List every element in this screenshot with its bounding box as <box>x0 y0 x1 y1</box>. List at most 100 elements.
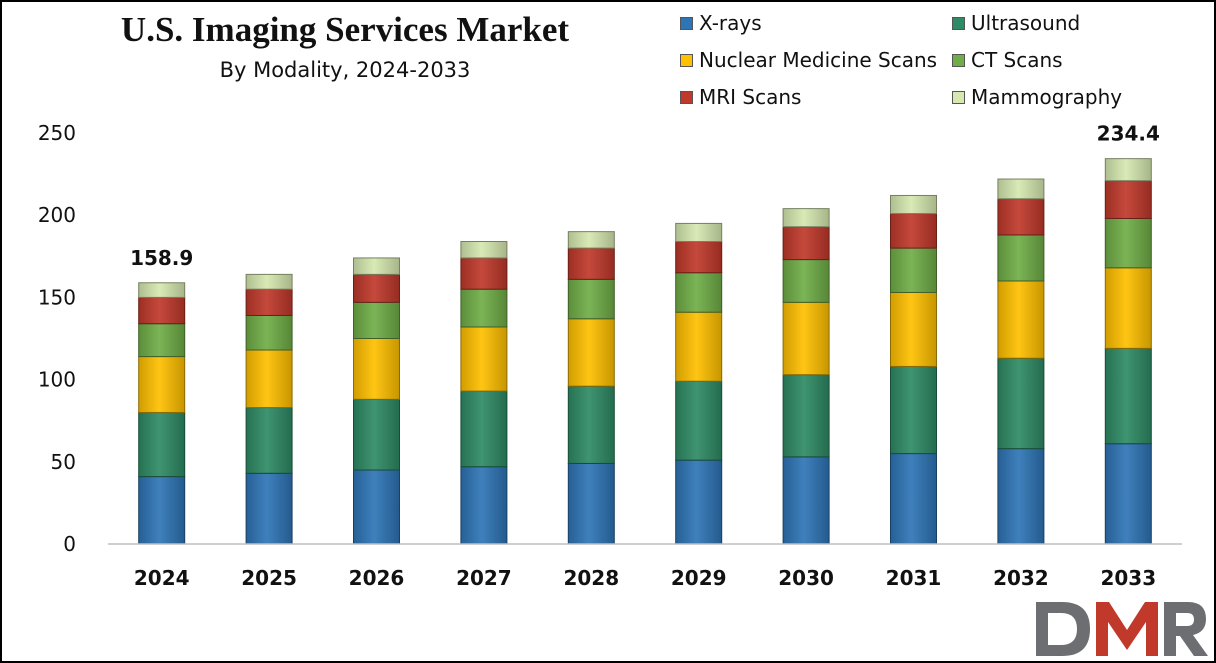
bar-segment <box>353 273 400 303</box>
legend-item-x-rays: X-rays <box>680 10 952 36</box>
legend-item-mri-scans: MRI Scans <box>680 84 952 110</box>
bar-segment <box>890 194 937 215</box>
bar-segment <box>997 178 1045 200</box>
bar-segment <box>890 213 937 249</box>
bar-segment <box>460 466 508 545</box>
bar-segment <box>675 222 723 243</box>
bar-segment <box>782 259 830 303</box>
bar-segment <box>997 280 1045 359</box>
bar-segment <box>567 318 615 387</box>
dmr-logo <box>1036 602 1208 656</box>
legend-swatch <box>952 90 965 104</box>
legend-label: Ultrasound <box>971 11 1081 35</box>
y-tick-label: 0 <box>63 532 76 556</box>
bar-segment <box>890 291 937 367</box>
legend-label: X-rays <box>699 11 762 35</box>
bar-group <box>138 158 1152 545</box>
bar-segment <box>460 241 508 259</box>
bar-segment <box>138 476 186 545</box>
bar-segment <box>460 257 508 290</box>
bar-segment <box>1104 347 1152 445</box>
bar-segment <box>675 241 723 274</box>
bar-segment <box>997 357 1045 450</box>
total-label: 234.4 <box>1097 122 1160 146</box>
bar-segment <box>245 472 293 545</box>
total-labels: 158.9 234.4 <box>130 122 1160 270</box>
legend-item-ultrasound: Ultrasound <box>952 10 1172 36</box>
bar-segment <box>782 226 830 261</box>
legend-item-nuclear-medicine-scans: Nuclear Medicine Scans <box>680 47 952 73</box>
y-tick-label: 100 <box>38 368 76 392</box>
bar-segment <box>1104 158 1152 182</box>
x-tick-label: 2032 <box>993 566 1049 590</box>
bar-segment <box>1104 267 1152 349</box>
bar-segment <box>353 257 400 275</box>
bar-segment <box>1104 180 1152 219</box>
y-tick-label: 200 <box>38 203 76 227</box>
x-tick-label: 2024 <box>134 566 190 590</box>
legend-label: MRI Scans <box>699 85 802 109</box>
bar-segment <box>138 323 186 358</box>
chart-title: U.S. Imaging Services Market <box>120 10 570 49</box>
bar-segment <box>138 296 186 325</box>
x-tick-label: 2031 <box>886 566 942 590</box>
bar-segment <box>567 247 615 280</box>
x-tick-label: 2033 <box>1100 566 1156 590</box>
bar-segment <box>675 311 723 382</box>
bar-segment <box>245 349 293 409</box>
legend-label: CT Scans <box>971 48 1063 72</box>
bar-segment <box>245 314 293 351</box>
bar-segment <box>675 459 723 545</box>
x-tick-label: 2025 <box>241 566 297 590</box>
bar-segment <box>890 365 937 455</box>
bar-segment <box>675 272 723 313</box>
bar-segment <box>1104 217 1152 269</box>
bar-segment <box>675 380 723 461</box>
bar-segment <box>890 247 937 293</box>
bar-segment <box>782 456 830 545</box>
x-tick-label: 2026 <box>349 566 405 590</box>
bar-segment <box>138 411 186 478</box>
bar-segment <box>138 282 186 298</box>
bar-segment <box>460 288 508 328</box>
bar-segment <box>1104 443 1152 545</box>
bar-segment <box>245 273 293 290</box>
bar-segment <box>997 234 1045 282</box>
chart-legend: X-rays Ultrasound Nuclear Medicine Scans… <box>680 10 1180 110</box>
chart-subtitle: By Modality, 2024-2033 <box>219 58 471 82</box>
bar-segment <box>782 208 830 228</box>
y-tick-label: 250 <box>38 121 76 145</box>
legend-item-ct-scans: CT Scans <box>952 47 1172 73</box>
bar-segment <box>567 385 615 464</box>
logo-letter-m <box>1096 602 1158 656</box>
legend-swatch <box>952 53 965 67</box>
bar-segment <box>997 448 1045 545</box>
legend-swatch <box>952 16 965 30</box>
bar-segment <box>353 301 400 339</box>
legend-item-mammography: Mammography <box>952 84 1172 110</box>
bar-segment <box>245 407 293 474</box>
bar-segment <box>353 398 400 471</box>
bar-segment <box>245 288 293 316</box>
x-tick-label: 2027 <box>456 566 512 590</box>
y-tick-label: 150 <box>38 285 76 309</box>
bar-segment <box>890 453 937 545</box>
legend-label: Mammography <box>971 85 1123 109</box>
bar-segment <box>353 469 400 545</box>
x-tick-label: 2029 <box>671 566 727 590</box>
legend-swatch <box>680 16 693 30</box>
bar-segment <box>567 462 615 545</box>
x-tick-label: 2030 <box>778 566 834 590</box>
bar-segment <box>997 198 1045 236</box>
bar-segment <box>460 390 508 468</box>
y-axis: 0 50 100 150 200 250 <box>38 121 76 556</box>
bar-segment <box>567 231 615 249</box>
bar-segment <box>567 278 615 320</box>
total-label: 158.9 <box>130 246 193 270</box>
logo-letter-r <box>1164 602 1208 656</box>
legend-swatch <box>680 90 693 104</box>
bar-segment <box>782 301 830 376</box>
y-tick-label: 50 <box>51 450 76 474</box>
legend-swatch <box>680 53 693 67</box>
